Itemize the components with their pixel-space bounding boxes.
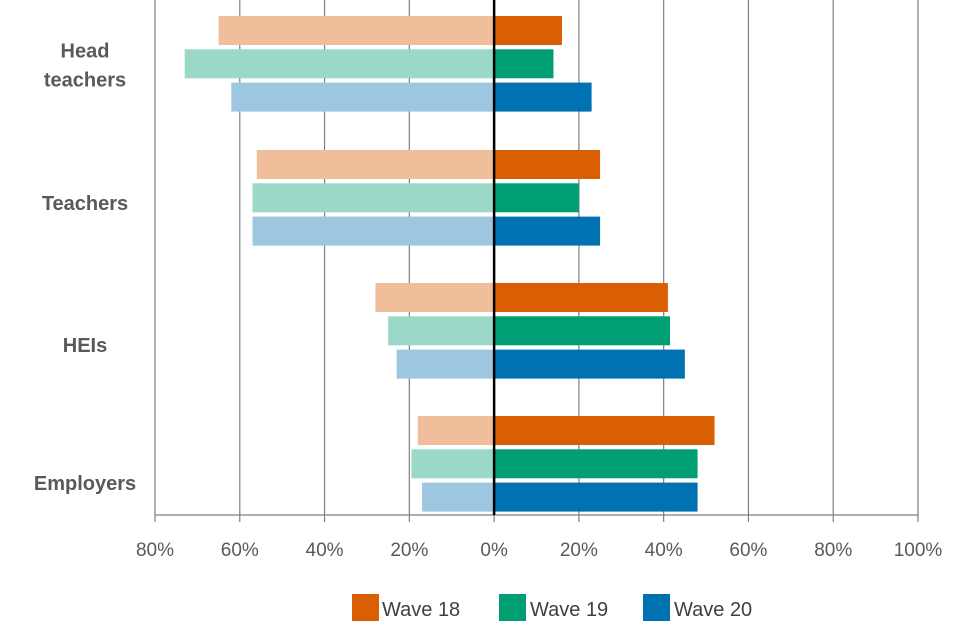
bar-negative bbox=[256, 150, 495, 179]
legend-label: Wave 19 bbox=[530, 599, 608, 621]
x-tick-label: 40% bbox=[306, 540, 344, 561]
bar-negative bbox=[231, 82, 495, 112]
x-tick-label: 40% bbox=[645, 540, 683, 561]
bar-positive bbox=[494, 316, 671, 346]
legend-item: Wave 18 bbox=[352, 594, 460, 621]
bar-positive bbox=[494, 449, 698, 479]
legend-item: Wave 20 bbox=[643, 594, 752, 621]
legend-label: Wave 20 bbox=[674, 599, 752, 621]
bar-positive bbox=[494, 150, 601, 179]
legend-swatch bbox=[499, 594, 526, 621]
x-tick-label: 0% bbox=[480, 540, 508, 561]
bars bbox=[184, 16, 715, 512]
category-labels: Head teachers Teachers HEIs Employers bbox=[34, 41, 136, 496]
category-label: Employers bbox=[34, 473, 136, 495]
x-tick-label: 20% bbox=[390, 540, 428, 561]
bar-negative bbox=[252, 216, 495, 246]
bar-positive bbox=[494, 49, 554, 79]
bar-negative bbox=[396, 349, 495, 379]
x-tick-label: 60% bbox=[729, 540, 767, 561]
bar-positive bbox=[494, 183, 579, 213]
bar-positive bbox=[494, 416, 715, 445]
legend-swatch bbox=[643, 594, 670, 621]
bar-negative bbox=[375, 283, 495, 312]
legend-item: Wave 19 bbox=[499, 594, 608, 621]
x-tick-label: 60% bbox=[221, 540, 259, 561]
bar-negative bbox=[184, 49, 495, 79]
bar-positive bbox=[494, 16, 562, 45]
x-tick-label: 100% bbox=[894, 540, 943, 561]
bar-negative bbox=[252, 183, 495, 213]
legend-label: Wave 18 bbox=[382, 599, 460, 621]
legend: Wave 18 Wave 19 Wave 20 bbox=[352, 594, 752, 621]
bar-negative bbox=[422, 482, 495, 512]
bar-negative bbox=[411, 449, 495, 479]
bar-negative bbox=[218, 16, 495, 45]
x-tick-label: 80% bbox=[136, 540, 174, 561]
bar-positive bbox=[494, 283, 668, 312]
category-label: Head teachers bbox=[44, 41, 126, 92]
axes: 80% 60% 40% 20% 0% 20% 40% 60% 80% 100% bbox=[136, 0, 942, 561]
bar-negative bbox=[417, 416, 495, 445]
legend-swatch bbox=[352, 594, 379, 621]
bar-positive bbox=[494, 482, 698, 512]
bar-positive bbox=[494, 82, 592, 112]
bar-negative bbox=[388, 316, 495, 346]
category-label: Teachers bbox=[42, 193, 128, 215]
x-tick-label: 20% bbox=[560, 540, 598, 561]
category-label: HEIs bbox=[63, 335, 107, 357]
bar-positive bbox=[494, 349, 685, 379]
x-tick-label: 80% bbox=[814, 540, 852, 561]
bar-positive bbox=[494, 216, 601, 246]
